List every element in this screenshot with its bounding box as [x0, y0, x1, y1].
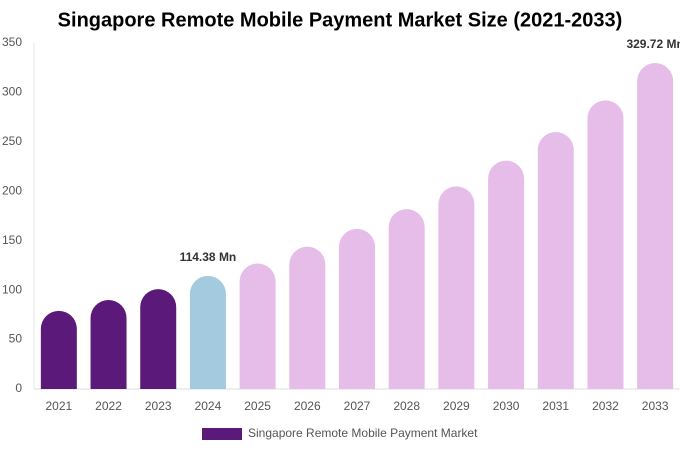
y-tick-label: 50 [9, 332, 23, 346]
x-tick-label: 2029 [443, 399, 470, 413]
x-tick-label: 2031 [542, 399, 569, 413]
y-tick-label: 0 [15, 381, 22, 395]
x-tick-label: 2021 [45, 399, 72, 413]
x-tick-label: 2026 [294, 399, 321, 413]
bar [438, 186, 475, 389]
y-tick-label: 250 [2, 134, 22, 148]
bar [140, 289, 177, 389]
x-tick-label: 2024 [195, 399, 222, 413]
bar [239, 263, 276, 389]
bar [189, 275, 226, 389]
y-tick-label: 300 [2, 85, 22, 99]
value-label: 114.38 Mn [180, 250, 237, 264]
bar [488, 160, 525, 389]
legend-label: Singapore Remote Mobile Payment Market [248, 426, 478, 440]
x-tick-label: 2023 [145, 399, 172, 413]
x-tick-label: 2033 [642, 399, 669, 413]
value-label: 329.72 Mn [626, 37, 680, 51]
bar [637, 63, 674, 390]
bar [537, 131, 574, 389]
x-tick-label: 2030 [493, 399, 520, 413]
y-tick-label: 100 [2, 282, 22, 296]
legend-swatch [202, 428, 242, 440]
bar [339, 228, 375, 389]
bar [289, 246, 326, 389]
x-tick-label: 2027 [344, 399, 371, 413]
x-tick-label: 2022 [95, 399, 122, 413]
bar [587, 100, 624, 389]
bar [90, 300, 127, 389]
y-tick-label: 350 [2, 35, 22, 49]
x-tick-label: 2032 [592, 399, 619, 413]
y-tick-label: 200 [2, 183, 22, 197]
bar [40, 310, 77, 389]
x-tick-label: 2028 [393, 399, 420, 413]
x-tick-label: 2025 [244, 399, 271, 413]
bar [388, 209, 425, 389]
chart-title: Singapore Remote Mobile Payment Market S… [58, 9, 623, 31]
y-tick-label: 150 [2, 233, 22, 247]
